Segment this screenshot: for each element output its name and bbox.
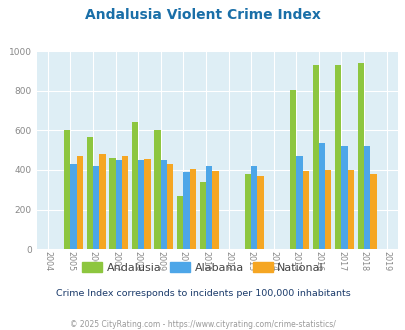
Bar [99,154,105,249]
Text: Andalusia Violent Crime Index: Andalusia Violent Crime Index [85,8,320,22]
Bar [369,174,376,249]
Bar [183,172,189,249]
Bar [144,159,150,249]
Bar [138,160,144,249]
Bar [324,170,330,249]
Bar [70,164,77,249]
Bar [154,130,160,249]
Text: © 2025 CityRating.com - https://www.cityrating.com/crime-statistics/: © 2025 CityRating.com - https://www.city… [70,320,335,329]
Bar [167,164,173,249]
Bar [334,65,341,249]
Bar [312,65,318,249]
Bar [132,122,138,249]
Bar [205,166,212,249]
Bar [115,160,122,249]
Bar [86,137,93,249]
Bar [177,196,183,249]
Bar [357,63,363,249]
Bar [77,156,83,249]
Bar [199,182,205,249]
Bar [341,146,347,249]
Bar [302,171,308,249]
Bar [212,171,218,249]
Bar [122,156,128,249]
Bar [109,158,115,249]
Bar [160,160,167,249]
Bar [64,130,70,249]
Bar [347,170,353,249]
Bar [189,169,196,249]
Bar [93,166,99,249]
Bar [363,146,369,249]
Bar [250,166,257,249]
Text: Crime Index corresponds to incidents per 100,000 inhabitants: Crime Index corresponds to incidents per… [55,289,350,298]
Bar [257,176,263,249]
Legend: Andalusia, Alabama, National: Andalusia, Alabama, National [77,258,328,278]
Bar [296,156,302,249]
Bar [244,174,250,249]
Bar [289,90,296,249]
Bar [318,143,324,249]
